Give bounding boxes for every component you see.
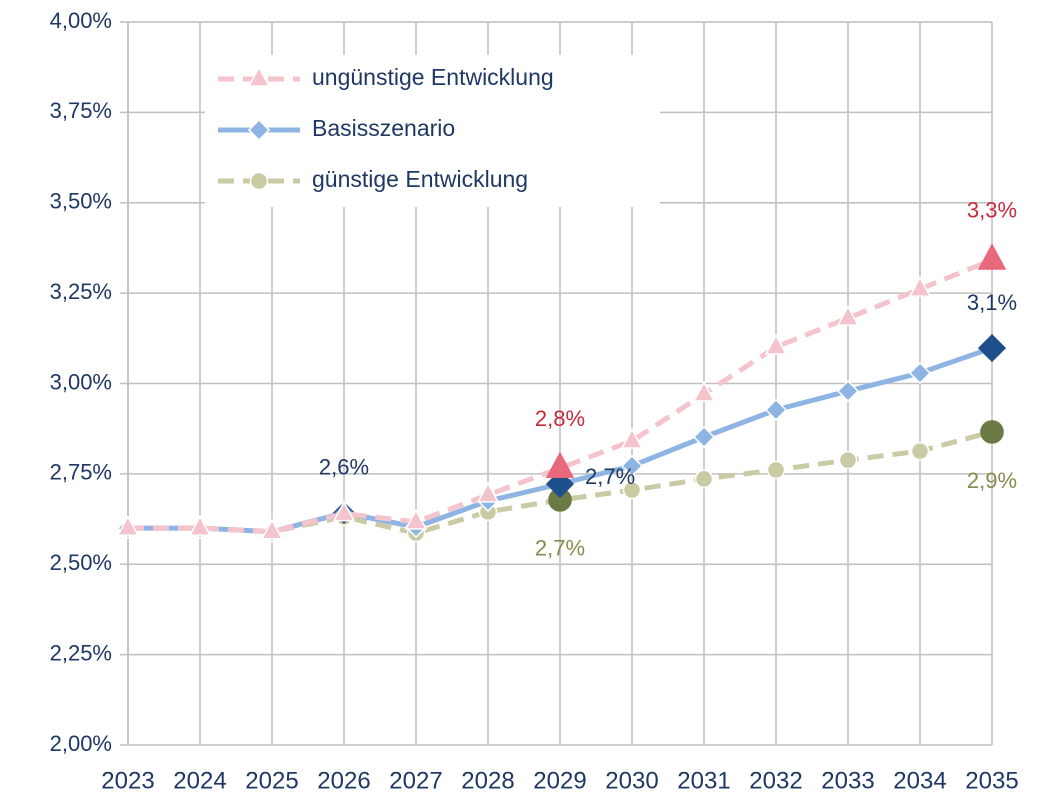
x-tick-label: 2030 (605, 767, 658, 794)
marker (404, 508, 428, 530)
data-label: 2,9% (967, 468, 1017, 493)
data-label: 2,7% (535, 536, 585, 561)
x-tick-label: 2032 (749, 767, 802, 794)
legend-label: Basisszenario (312, 115, 455, 141)
marker (764, 333, 788, 355)
y-tick-label: 2,00% (50, 731, 112, 756)
legend: ungünstige Entwicklung Basisszenario günst… (205, 55, 660, 207)
marker (622, 480, 642, 500)
marker (260, 518, 284, 540)
marker (188, 515, 212, 536)
y-tick-label: 2,50% (50, 550, 112, 575)
marker (692, 380, 716, 402)
marker (977, 243, 1007, 270)
x-tick-label: 2023 (101, 767, 154, 794)
legend-label: ungünstige Entwicklung (312, 64, 554, 90)
marker (908, 361, 932, 385)
marker (910, 441, 930, 461)
y-tick-label: 4,00% (50, 8, 112, 33)
marker (545, 451, 575, 478)
legend-marker (247, 65, 271, 87)
x-tick-label: 2026 (317, 767, 370, 794)
y-tick-label: 3,00% (50, 369, 112, 394)
data-label: 2,8% (535, 406, 585, 431)
marker (766, 460, 786, 480)
legend-marker (247, 118, 271, 142)
marker (836, 380, 860, 403)
marker (977, 334, 1007, 363)
x-tick-label: 2028 (461, 767, 514, 794)
marker (838, 450, 858, 470)
x-tick-label: 2035 (965, 767, 1018, 794)
marker (836, 304, 860, 326)
marker (980, 420, 1004, 444)
y-tick-label: 3,25% (50, 279, 112, 304)
x-tick-label: 2024 (173, 767, 226, 794)
y-tick-label: 3,75% (50, 98, 112, 123)
marker (764, 398, 788, 421)
marker (116, 515, 140, 536)
marker (620, 454, 644, 477)
x-tick-label: 2025 (245, 767, 298, 794)
x-tick-label: 2031 (677, 767, 730, 794)
x-tick-label: 2034 (893, 767, 946, 794)
data-label: 3,3% (967, 198, 1017, 223)
marker (476, 481, 500, 503)
marker (620, 427, 644, 449)
marker (908, 276, 932, 297)
legend-marker (249, 171, 269, 191)
x-tick-label: 2033 (821, 767, 874, 794)
marker (692, 425, 716, 449)
marker (332, 500, 356, 522)
x-tick-label: 2029 (533, 767, 586, 794)
legend-label: günstige Entwicklung (312, 166, 528, 192)
data-label: 2,6% (319, 455, 369, 480)
marker (694, 469, 714, 489)
data-label: 2,7% (585, 464, 635, 489)
y-tick-label: 3,50% (50, 189, 112, 214)
y-tick-label: 2,25% (50, 640, 112, 665)
y-tick-label: 2,75% (50, 460, 112, 485)
data-label: 3,1% (967, 290, 1017, 315)
x-tick-label: 2027 (389, 767, 442, 794)
